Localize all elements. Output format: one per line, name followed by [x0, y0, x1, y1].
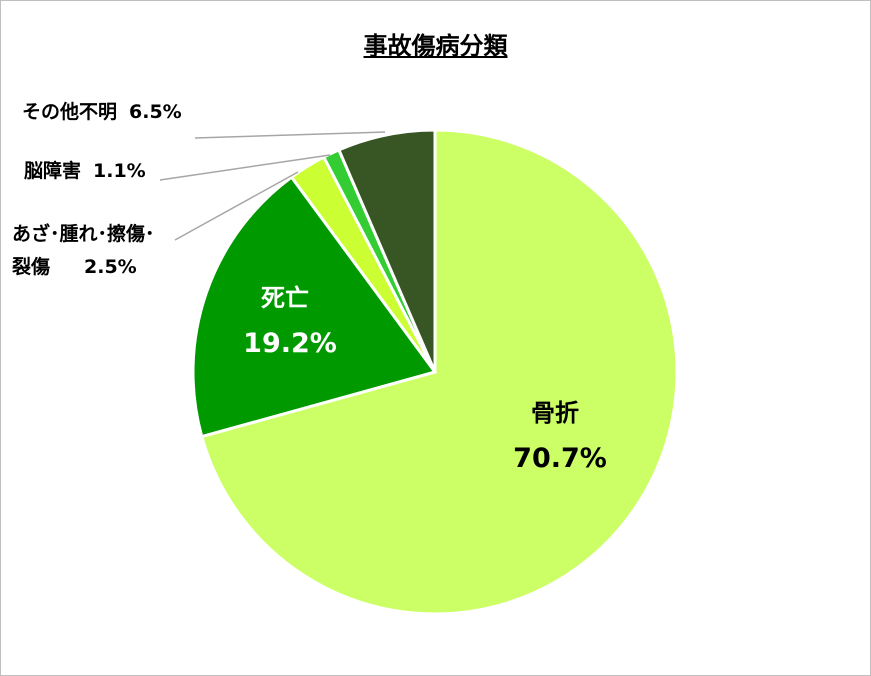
leader-line — [159, 154, 331, 181]
value-label: 19.2% — [243, 328, 337, 359]
pie-slice — [336, 128, 437, 373]
slice-label: 骨折 — [531, 399, 579, 427]
value-label: 70.7% — [513, 443, 607, 474]
slice-label: 死亡 — [261, 284, 309, 312]
slice-label: あざ･腫れ･擦傷･ 裂傷 — [12, 223, 155, 278]
slice-label: その他不明 — [22, 101, 118, 123]
pie-slice — [191, 175, 438, 439]
slice-label: 脳障害 — [24, 160, 82, 182]
value-label: 2.5% — [84, 256, 137, 278]
value-label: 6.5% — [129, 101, 182, 123]
outside-label: あざ･腫れ･擦傷･ 裂傷 2.5% — [12, 218, 155, 284]
chart-title: 事故傷病分類 — [363, 32, 508, 60]
outside-label: 脳障害 1.1% — [24, 155, 146, 188]
outside-label: その他不明 6.5% — [22, 96, 182, 129]
pie-slice — [199, 128, 679, 616]
value-label: 1.1% — [93, 160, 146, 182]
leader-line — [174, 171, 299, 241]
leader-line — [194, 131, 386, 139]
